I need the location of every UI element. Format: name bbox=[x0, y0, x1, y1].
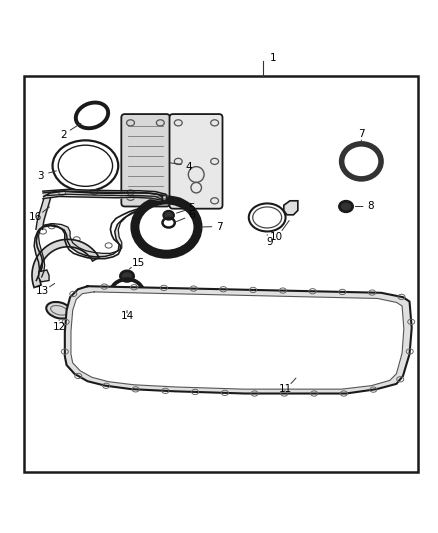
Ellipse shape bbox=[120, 271, 134, 281]
Text: 5: 5 bbox=[188, 203, 195, 213]
Text: 3: 3 bbox=[37, 171, 44, 181]
Text: 9: 9 bbox=[266, 237, 273, 247]
Text: 8: 8 bbox=[367, 201, 374, 212]
Text: 4: 4 bbox=[185, 161, 192, 172]
Polygon shape bbox=[39, 270, 49, 282]
Text: 7: 7 bbox=[215, 222, 223, 232]
Polygon shape bbox=[32, 239, 99, 287]
FancyBboxPatch shape bbox=[121, 114, 170, 206]
Text: 14: 14 bbox=[120, 311, 134, 321]
Text: 13: 13 bbox=[36, 286, 49, 296]
Ellipse shape bbox=[163, 211, 174, 220]
FancyBboxPatch shape bbox=[170, 114, 223, 209]
Ellipse shape bbox=[339, 201, 353, 212]
Text: 1: 1 bbox=[269, 53, 276, 63]
Text: 16: 16 bbox=[29, 212, 42, 222]
Polygon shape bbox=[34, 189, 167, 280]
Polygon shape bbox=[65, 286, 412, 393]
Text: 11: 11 bbox=[279, 384, 292, 394]
Ellipse shape bbox=[46, 302, 72, 319]
Text: 10: 10 bbox=[270, 232, 283, 242]
Text: 6: 6 bbox=[188, 210, 195, 220]
Text: 2: 2 bbox=[60, 130, 67, 140]
Text: 12: 12 bbox=[53, 322, 66, 332]
Polygon shape bbox=[284, 201, 298, 215]
Text: 7: 7 bbox=[358, 129, 365, 139]
Polygon shape bbox=[71, 292, 404, 389]
Text: 15: 15 bbox=[131, 258, 145, 268]
